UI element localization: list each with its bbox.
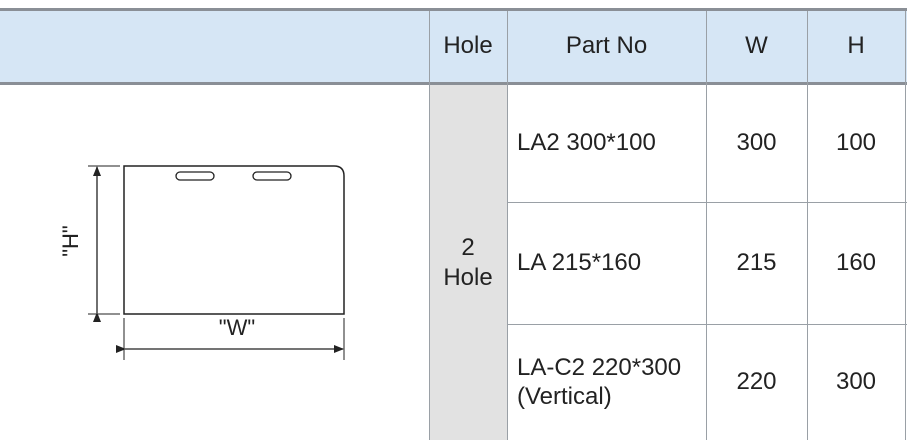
row-3-part-no: LA-C2 220*300 (Vertical) <box>507 325 706 440</box>
row-1-h: 100 <box>835 129 877 157</box>
grid-line <box>905 11 906 440</box>
width-label: "W" <box>219 315 255 340</box>
row-separator <box>507 324 907 325</box>
row-2-h: 160 <box>835 249 877 277</box>
slot-hole-left <box>175 171 215 181</box>
row-3-w: 220 <box>736 368 777 396</box>
plate-drawing: "H" "W" <box>58 165 345 360</box>
slot-hole-right <box>252 171 292 181</box>
header-hole: Hole <box>443 32 493 60</box>
table-top-rule <box>0 8 907 11</box>
row-separator <box>507 202 907 203</box>
hole-label: Hole <box>443 263 493 291</box>
grid-line <box>507 11 508 440</box>
header-h: H <box>847 32 865 60</box>
header-w: W <box>745 32 768 60</box>
table-header-rule <box>0 82 907 85</box>
height-label: "H" <box>58 225 83 257</box>
grid-line <box>706 11 707 440</box>
header-part-no: Part No <box>565 32 648 60</box>
row-3-h: 300 <box>835 368 877 396</box>
row-3-part-no-line1: LA-C2 220*300 <box>517 353 682 381</box>
grid-line <box>429 11 430 440</box>
grid-line <box>807 11 808 440</box>
row-2-w: 215 <box>736 249 777 277</box>
row-3-part-no-line2: (Vertical) <box>517 382 612 410</box>
hole-group-cell: 2 Hole <box>429 85 507 440</box>
row-2-part-no: LA 215*160 <box>517 249 642 277</box>
table-header <box>0 11 907 82</box>
row-1-part-no: LA2 300*100 <box>517 129 656 157</box>
hole-count: 2 <box>461 233 475 261</box>
row-1-w: 300 <box>736 129 777 157</box>
hole-column-bg <box>429 85 507 440</box>
plate-outline <box>123 165 345 315</box>
